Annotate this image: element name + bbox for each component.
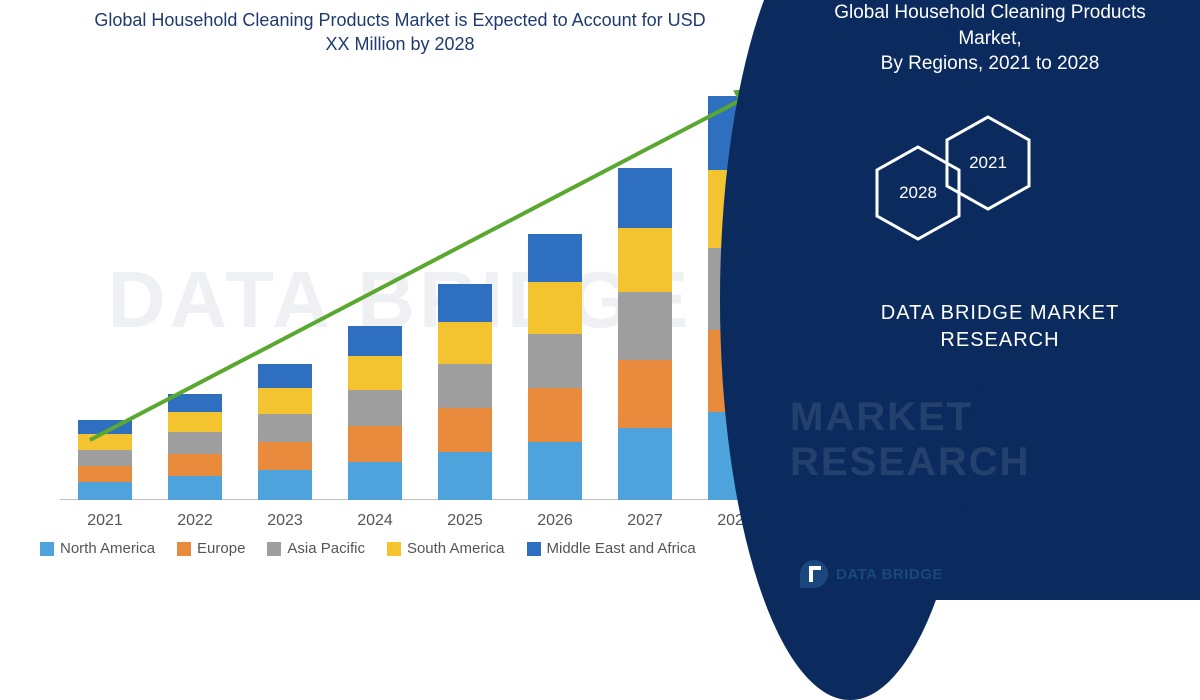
segment-south-america [438, 322, 492, 364]
legend-label: Asia Pacific [287, 540, 365, 557]
segment-asia-pacific [438, 364, 492, 408]
chart-title: Global Household Cleaning Products Marke… [80, 8, 720, 57]
legend-swatch [177, 542, 191, 556]
right-panel: Global Household Cleaning Products Marke… [790, 0, 1200, 600]
bar-2025 [438, 284, 492, 500]
segment-south-america [528, 282, 582, 334]
segment-north-america [618, 428, 672, 500]
x-label-2021: 2021 [68, 512, 142, 530]
x-label-2023: 2023 [248, 512, 322, 530]
x-label-2027: 2027 [608, 512, 682, 530]
bar-2027 [618, 168, 672, 500]
segment-europe [168, 454, 222, 476]
bar-2024 [348, 326, 402, 500]
segment-asia-pacific [528, 334, 582, 388]
legend-item-asia-pacific: Asia Pacific [267, 540, 365, 557]
legend-item-north-america: North America [40, 540, 155, 557]
x-label-2022: 2022 [158, 512, 232, 530]
segment-middle-east-and-africa [348, 326, 402, 356]
segment-asia-pacific [168, 432, 222, 454]
bar-2021 [78, 420, 132, 500]
segment-asia-pacific [348, 390, 402, 426]
x-label-2026: 2026 [518, 512, 592, 530]
legend-label: South America [407, 540, 505, 557]
footer-logo-text: DATA BRIDGE [836, 566, 943, 583]
segment-south-america [78, 434, 132, 450]
segment-middle-east-and-africa [168, 394, 222, 412]
segment-asia-pacific [258, 414, 312, 442]
legend-swatch [387, 542, 401, 556]
segment-europe [258, 442, 312, 470]
legend-item-middle-east-and-africa: Middle East and Africa [527, 540, 696, 557]
segment-europe [348, 426, 402, 462]
segment-middle-east-and-africa [438, 284, 492, 322]
brand-mark-icon [800, 560, 828, 588]
right-watermark: MARKET RESEARCH [790, 360, 1200, 520]
segment-middle-east-and-africa [78, 420, 132, 434]
legend-label: North America [60, 540, 155, 557]
footer-logo: DATA BRIDGE [800, 560, 943, 588]
segment-south-america [618, 228, 672, 292]
segment-north-america [528, 442, 582, 500]
segment-europe [438, 408, 492, 452]
bar-2022 [168, 394, 222, 500]
chart-panel: DATA BRIDGE Global Household Cleaning Pr… [0, 0, 810, 600]
legend-swatch [40, 542, 54, 556]
legend-item-europe: Europe [177, 540, 245, 557]
right-panel-title: Global Household Cleaning Products Marke… [815, 0, 1165, 77]
segment-middle-east-and-africa [528, 234, 582, 282]
brand-name: DATA BRIDGE MARKET RESEARCH [850, 300, 1150, 354]
segment-north-america [168, 476, 222, 500]
x-label-2025: 2025 [428, 512, 502, 530]
legend-item-south-america: South America [387, 540, 505, 557]
segment-south-america [258, 388, 312, 414]
segment-middle-east-and-africa [618, 168, 672, 228]
legend-swatch [267, 542, 281, 556]
segment-south-america [348, 356, 402, 390]
segment-europe [528, 388, 582, 442]
segment-middle-east-and-africa [258, 364, 312, 388]
segment-europe [78, 466, 132, 482]
segment-north-america [258, 470, 312, 500]
stacked-bar-chart: 20212022202320242025202620272028 [60, 80, 780, 500]
legend-label: Middle East and Africa [547, 540, 696, 557]
legend-swatch [527, 542, 541, 556]
hex-year-badges: 2028 2021 [875, 115, 1115, 265]
hex-2021-label: 2021 [945, 115, 1031, 211]
legend-label: Europe [197, 540, 245, 557]
segment-south-america [168, 412, 222, 432]
chart-legend: North America Europe Asia Pacific South Ame… [40, 540, 800, 557]
segment-north-america [78, 482, 132, 500]
x-label-2024: 2024 [338, 512, 412, 530]
segment-north-america [438, 452, 492, 500]
bar-2026 [528, 234, 582, 500]
segment-north-america [348, 462, 402, 500]
segment-asia-pacific [618, 292, 672, 360]
bar-2023 [258, 364, 312, 500]
segment-europe [618, 360, 672, 428]
segment-asia-pacific [78, 450, 132, 466]
